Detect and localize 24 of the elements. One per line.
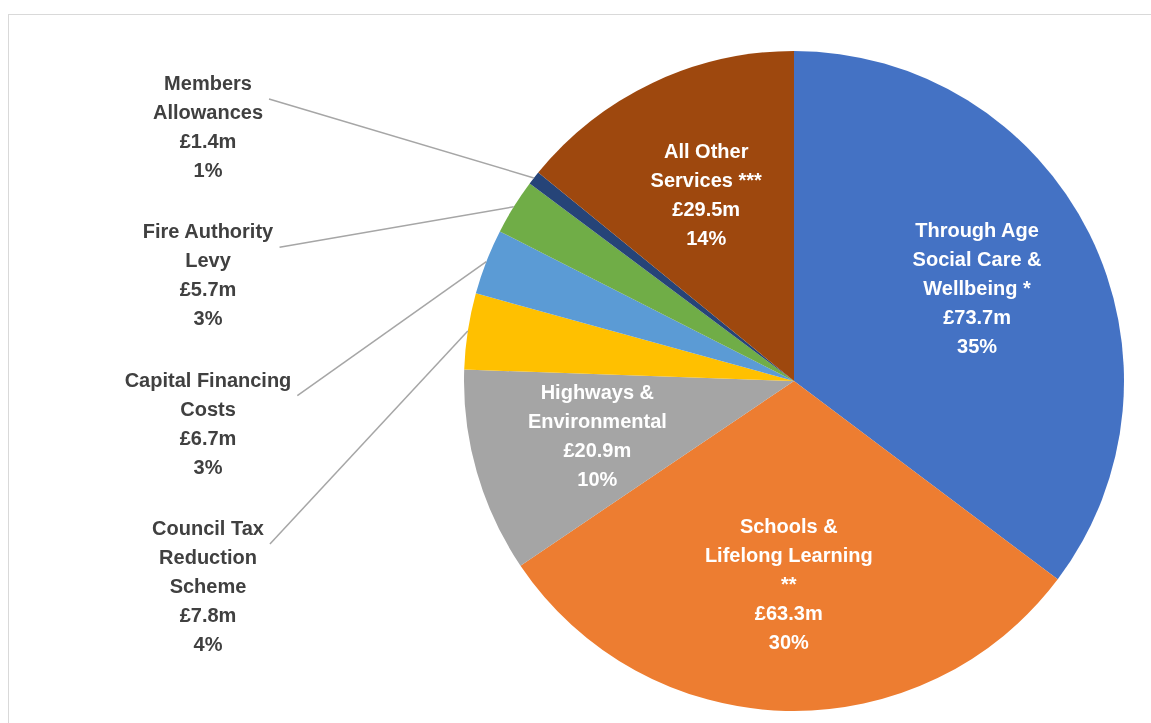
slice-label: Highways & Environmental <box>527 381 667 433</box>
text: 14% <box>686 227 727 250</box>
data-label: £7.8m <box>179 604 237 627</box>
data-label: £5.7m <box>179 278 237 301</box>
text: 30% <box>768 631 809 654</box>
text: 3% <box>193 455 223 478</box>
slice-label: All Other Services *** <box>650 140 763 192</box>
slice-label: Through Age Social Care & Wellbeing * <box>912 219 1042 300</box>
slice-label: Council Tax Reduction Scheme <box>152 517 264 598</box>
text: 1% <box>193 159 223 182</box>
slice-label: Fire Authority Levy <box>142 220 275 272</box>
data-label: £73.7m <box>943 306 1011 329</box>
data-label: £6.7m <box>179 426 237 449</box>
text: 35% <box>957 335 998 358</box>
data-label: £1.4m <box>179 130 237 153</box>
text: 4% <box>193 633 223 656</box>
data-label: £20.9m <box>563 439 632 462</box>
data-label: £29.5m <box>672 198 741 221</box>
text: 10% <box>577 468 618 491</box>
slice-label: Members Allowances <box>152 72 264 124</box>
slice-label: Capital Financing Costs <box>124 368 292 420</box>
data-label: £63.3m <box>754 602 823 625</box>
text: 3% <box>193 307 223 330</box>
slice-label: Schools & Lifelong Learning ** <box>704 515 873 596</box>
